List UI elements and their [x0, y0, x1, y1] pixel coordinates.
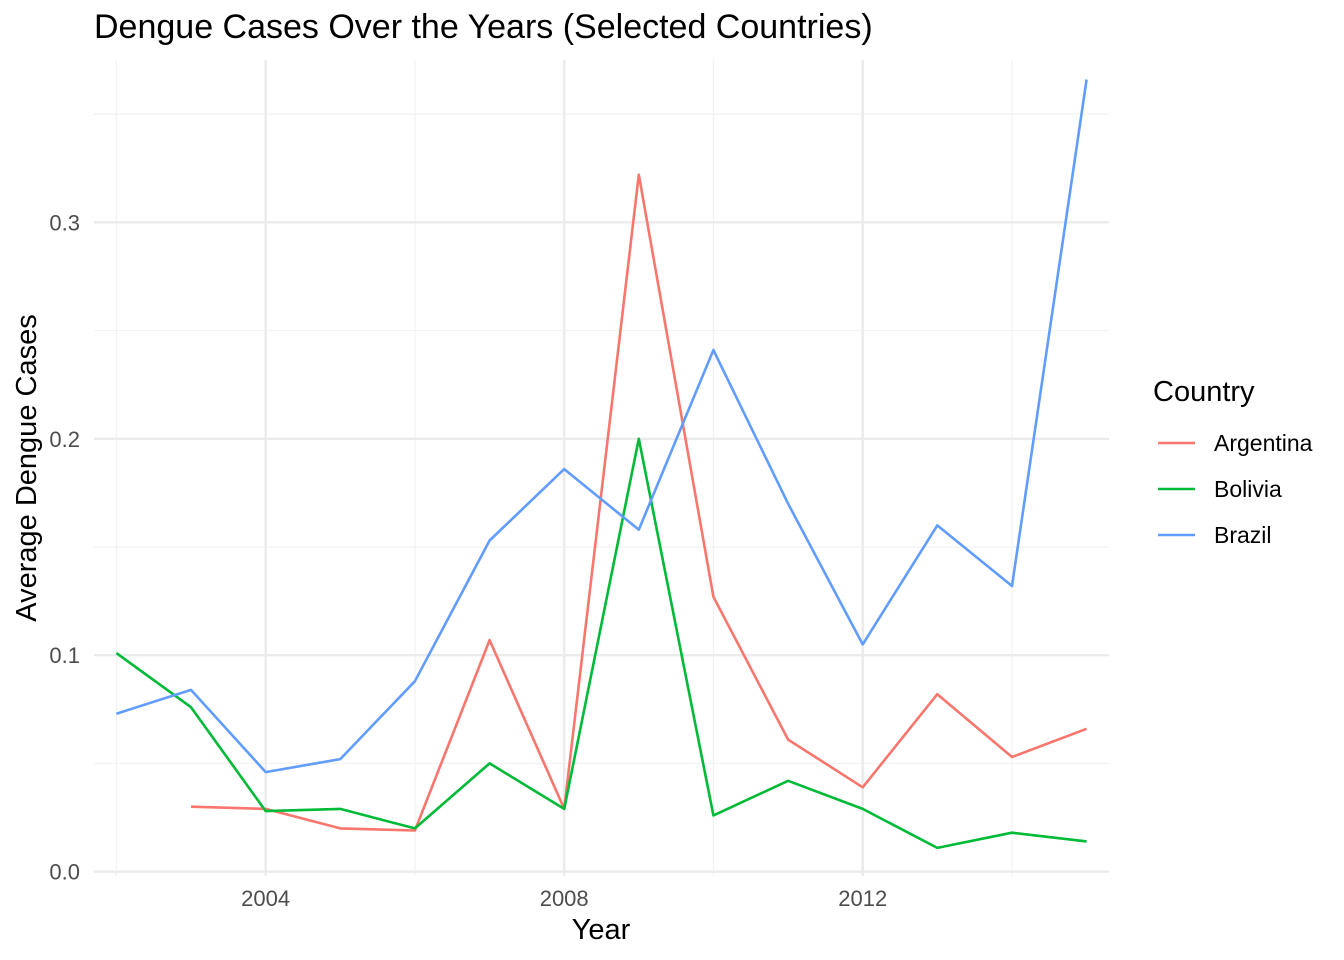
legend-label-argentina: Argentina [1214, 430, 1313, 456]
chart-title: Dengue Cases Over the Years (Selected Co… [94, 8, 873, 46]
legend-title: Country [1153, 376, 1255, 408]
major-gridlines [94, 60, 1109, 876]
y-tick-label: 0.3 [49, 210, 80, 235]
legend: Country Argentina Bolivia Brazil [1153, 376, 1313, 548]
y-axis-tick-labels: 0.0 0.1 0.2 0.3 [49, 210, 80, 884]
y-axis-title: Average Dengue Cases [11, 314, 43, 621]
legend-label-brazil: Brazil [1214, 522, 1272, 548]
series-line-argentina [190, 173, 1088, 832]
x-tick-label: 2012 [838, 886, 887, 911]
series-lines [115, 79, 1088, 850]
y-tick-label: 0.1 [49, 643, 80, 668]
series-line-bolivia [115, 437, 1087, 850]
x-axis-tick-labels: 2004 2008 2012 [241, 886, 887, 911]
x-axis-title: Year [572, 914, 631, 946]
legend-items: Argentina Bolivia Brazil [1158, 430, 1313, 548]
x-tick-label: 2004 [241, 886, 290, 911]
x-tick-label: 2008 [540, 886, 589, 911]
y-tick-label: 0.2 [49, 427, 80, 452]
legend-label-bolivia: Bolivia [1214, 476, 1282, 502]
y-tick-label: 0.0 [49, 860, 80, 885]
series-line-brazil [116, 79, 1088, 774]
minor-gridlines [94, 60, 1109, 876]
